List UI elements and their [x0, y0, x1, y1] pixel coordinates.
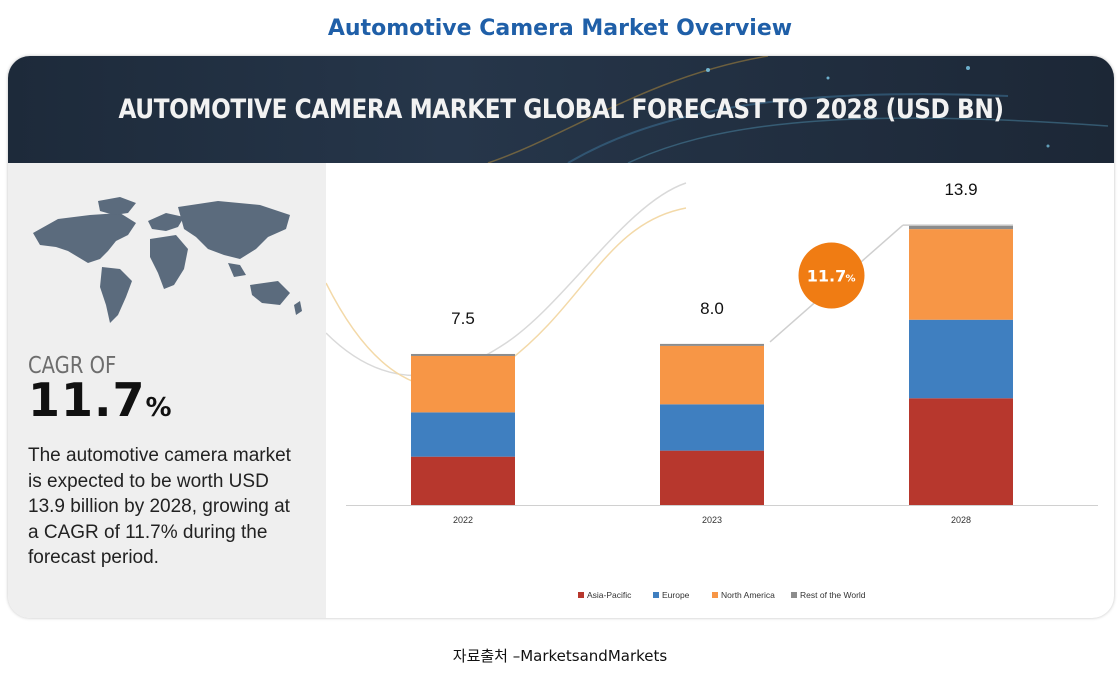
banner: AUTOMOTIVE CAMERA MARKET GLOBAL FORECAST… [8, 56, 1114, 163]
total-value-label: 8.0 [700, 299, 724, 318]
cagr-unit: % [145, 393, 173, 423]
bar-segment-rest-of-the-world-2028 [909, 225, 1013, 230]
decorative-curve-gray [326, 182, 687, 377]
bar-segment-asia-pacific-2028 [909, 398, 1013, 505]
page-title: Automotive Camera Market Overview [327, 16, 793, 41]
x-tick-label: 2023 [702, 515, 722, 525]
infographic-card: AUTOMOTIVE CAMERA MARKET GLOBAL FORECAST… [8, 56, 1114, 618]
total-value-label: 7.5 [451, 309, 475, 328]
source-credit: 자료출처 –MarketsandMarkets [452, 647, 668, 665]
x-tick-label: 2028 [951, 515, 971, 525]
bar-segment-europe-2022 [411, 412, 515, 457]
cagr-number: 11.7 [28, 373, 146, 427]
legend-swatch [578, 592, 584, 598]
cagr-badge [798, 242, 865, 309]
legend-label: Asia-Pacific [587, 590, 632, 600]
x-tick-label: 2022 [453, 515, 473, 525]
legend-label: Europe [662, 590, 690, 600]
bar-segment-europe-2028 [909, 319, 1013, 399]
bar-segment-rest-of-the-world-2023 [660, 343, 764, 346]
labels-group: 2022 7.5 2023 8.0 2028 13.9 11.7% [451, 180, 1013, 525]
cagr-label: CAGR OF [28, 353, 117, 379]
stacked-bar-chart: 2022 7.5 2023 8.0 2028 13.9 11.7% Asia-Pacific… [326, 180, 1098, 600]
legend-label: North America [721, 590, 775, 600]
bar-segment-north-america-2023 [660, 345, 764, 405]
market-summary: The automotive camera market is expected… [28, 445, 291, 568]
bar-segment-north-america-2028 [909, 229, 1013, 320]
legend: Asia-Pacific Europe North America Rest of t… [578, 590, 866, 600]
legend-swatch [712, 592, 718, 598]
legend-swatch [791, 592, 797, 598]
bar-segment-asia-pacific-2022 [411, 456, 515, 505]
highlight-panel: CAGR OF 11.7% The automotive camera mark… [8, 163, 326, 618]
cagr-value: 11.7% [28, 373, 173, 427]
bar-segment-europe-2023 [660, 404, 764, 451]
bar-segment-asia-pacific-2023 [660, 450, 764, 505]
banner-title: AUTOMOTIVE CAMERA MARKET GLOBAL FORECAST… [118, 94, 1004, 125]
cagr-badge-unit: % [845, 273, 855, 284]
bar-segment-rest-of-the-world-2022 [411, 353, 515, 356]
legend-swatch [653, 592, 659, 598]
bar-segment-north-america-2022 [411, 355, 515, 413]
total-value-label: 13.9 [944, 180, 977, 199]
world-map-icon [33, 197, 302, 323]
banner-background-lights [487, 56, 1109, 163]
legend-label: Rest of the World [800, 590, 866, 600]
bars-group [346, 225, 1098, 506]
cagr-badge-value: 11.7 [807, 266, 846, 285]
